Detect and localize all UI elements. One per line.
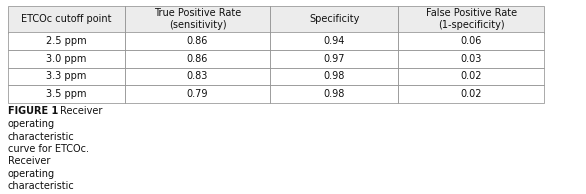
- Bar: [8, 33, 125, 50]
- Bar: [125, 6, 270, 33]
- Bar: [270, 85, 398, 102]
- Bar: [398, 6, 544, 33]
- Text: 0.94: 0.94: [323, 36, 345, 46]
- Bar: [398, 85, 544, 102]
- Bar: [125, 50, 270, 68]
- Bar: [270, 50, 398, 68]
- Text: ETCOc cutoff point: ETCOc cutoff point: [21, 14, 112, 24]
- Text: 3.5 ppm: 3.5 ppm: [46, 89, 87, 99]
- Text: 0.86: 0.86: [187, 54, 208, 64]
- Bar: [398, 33, 544, 50]
- Text: True Positive Rate
(sensitivity): True Positive Rate (sensitivity): [154, 9, 241, 30]
- Text: 0.86: 0.86: [187, 36, 208, 46]
- Bar: [270, 6, 398, 33]
- Text: operating
characteristic
curve for ETCOc.
Receiver
operating
characteristic
curv: operating characteristic curve for ETCOc…: [8, 119, 101, 194]
- Text: FIGURE 1: FIGURE 1: [8, 107, 58, 117]
- Bar: [125, 68, 270, 85]
- Text: 3.0 ppm: 3.0 ppm: [46, 54, 87, 64]
- Text: False Positive Rate
(1-specificity): False Positive Rate (1-specificity): [425, 9, 517, 30]
- Text: 0.02: 0.02: [461, 89, 482, 99]
- Bar: [270, 68, 398, 85]
- Text: Specificity: Specificity: [309, 14, 360, 24]
- Bar: [398, 68, 544, 85]
- Bar: [270, 33, 398, 50]
- Text: 0.06: 0.06: [461, 36, 482, 46]
- Text: 0.98: 0.98: [323, 71, 345, 81]
- Bar: [125, 85, 270, 102]
- Text: 0.98: 0.98: [323, 89, 345, 99]
- Text: 2.5 ppm: 2.5 ppm: [46, 36, 87, 46]
- Text: 0.79: 0.79: [187, 89, 208, 99]
- Bar: [8, 50, 125, 68]
- Text: 0.02: 0.02: [461, 71, 482, 81]
- Bar: [398, 50, 544, 68]
- Bar: [8, 6, 125, 33]
- Bar: [8, 68, 125, 85]
- Text: 3.3 ppm: 3.3 ppm: [46, 71, 87, 81]
- Text: 0.03: 0.03: [461, 54, 482, 64]
- Text: 0.97: 0.97: [323, 54, 345, 64]
- Text: 0.83: 0.83: [187, 71, 208, 81]
- Bar: [125, 33, 270, 50]
- Bar: [8, 85, 125, 102]
- Text: Receiver: Receiver: [60, 107, 103, 117]
